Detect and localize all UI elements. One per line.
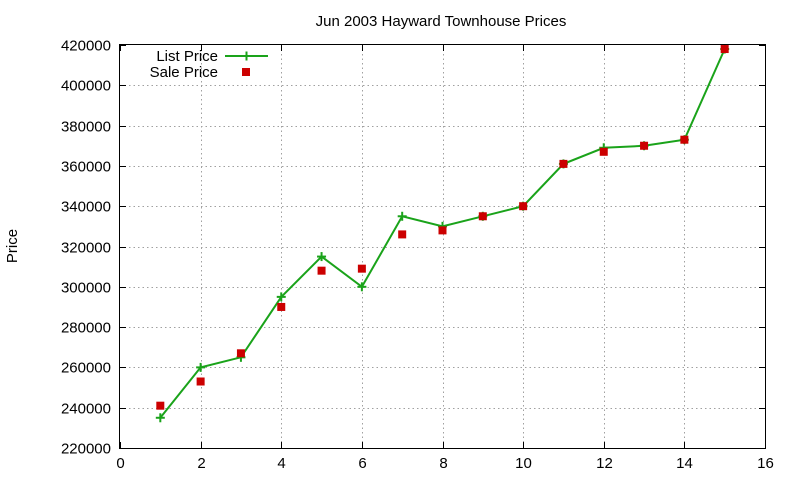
legend-swatch-sale-price bbox=[242, 68, 250, 76]
y-tick-label: 280000 bbox=[61, 320, 111, 337]
sale-price-point bbox=[277, 302, 286, 311]
list-price-point bbox=[317, 252, 327, 262]
sale-price-point bbox=[236, 349, 245, 358]
x-tick-label: 0 bbox=[116, 455, 124, 472]
grid bbox=[120, 45, 765, 448]
x-tick-label: 8 bbox=[439, 455, 447, 472]
y-tick-label: 340000 bbox=[61, 199, 111, 216]
sale-price-point bbox=[720, 45, 729, 54]
y-tick-label: 400000 bbox=[61, 78, 111, 95]
sale-price-point bbox=[438, 226, 447, 235]
legend-label-list-price: List Price bbox=[156, 48, 218, 65]
sale-price-point bbox=[478, 212, 487, 221]
y-tick-label: 420000 bbox=[61, 38, 111, 55]
x-tick-label: 12 bbox=[596, 455, 613, 472]
sale-price-point bbox=[156, 401, 165, 410]
sale-price-point bbox=[357, 264, 366, 273]
sale-price-point bbox=[640, 141, 649, 150]
sale-price-point bbox=[317, 266, 326, 275]
x-tick-label: 2 bbox=[197, 455, 205, 472]
plot-frame bbox=[119, 44, 766, 449]
y-tick-label: 320000 bbox=[61, 240, 111, 257]
y-tick-label: 300000 bbox=[61, 280, 111, 297]
x-tick-label: 10 bbox=[515, 455, 532, 472]
legend-label-sale-price: Sale Price bbox=[150, 64, 218, 81]
x-tick-label: 4 bbox=[277, 455, 285, 472]
list-price-point bbox=[357, 282, 367, 292]
sale-price-point bbox=[680, 135, 689, 144]
list-price-point bbox=[397, 211, 407, 221]
list-price-point bbox=[276, 292, 286, 302]
y-tick-label: 240000 bbox=[61, 401, 111, 418]
list-price-point bbox=[196, 362, 206, 372]
x-tick-label: 6 bbox=[358, 455, 366, 472]
sale-price-point bbox=[559, 159, 568, 168]
sale-price-point bbox=[519, 202, 528, 211]
sale-price-point bbox=[398, 230, 407, 239]
y-tick-label: 380000 bbox=[61, 119, 111, 136]
y-tick-label: 360000 bbox=[61, 159, 111, 176]
chart-title: Jun 2003 Hayward Townhouse Prices bbox=[316, 13, 567, 30]
list-price-point bbox=[155, 413, 165, 423]
x-tick-label: 14 bbox=[676, 455, 693, 472]
sale-price-point bbox=[599, 147, 608, 156]
series-layer bbox=[155, 44, 730, 423]
y-tick-label: 260000 bbox=[61, 360, 111, 377]
x-tick-label: 16 bbox=[757, 455, 774, 472]
sale-price-point bbox=[196, 377, 205, 386]
y-axis-label: Price bbox=[4, 229, 21, 263]
y-tick-label: 220000 bbox=[61, 441, 111, 458]
